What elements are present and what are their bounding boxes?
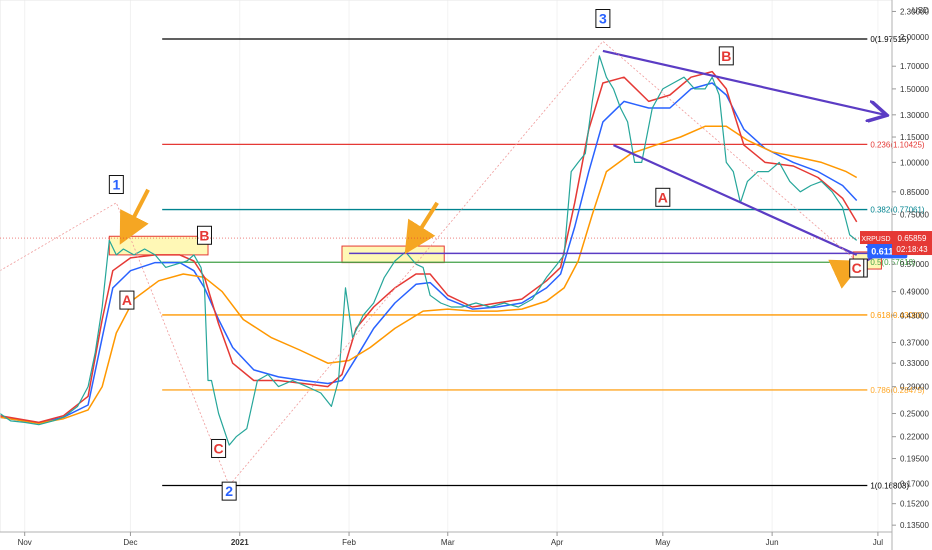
y-tick-label: 0.57000 bbox=[900, 260, 929, 269]
wave-labels: 1234ABCABC bbox=[108, 9, 868, 501]
fib-level-label: 0.236(1.10425) bbox=[870, 140, 925, 149]
lower-trendline bbox=[613, 144, 858, 256]
y-tick-label: 0.33000 bbox=[900, 359, 929, 368]
y-tick-label: 0.17000 bbox=[900, 479, 929, 488]
upper-trendline bbox=[602, 49, 885, 115]
plot-frame bbox=[0, 0, 893, 533]
y-tick-label: 0.13500 bbox=[900, 521, 929, 530]
support-zone bbox=[108, 235, 209, 256]
x-tick-label: Jul bbox=[873, 538, 883, 547]
y-tick-label: 1.70000 bbox=[900, 62, 929, 71]
fib-level-label: 1(0.16803) bbox=[870, 482, 909, 491]
y-tick-label: 0.19500 bbox=[900, 455, 929, 464]
series-line bbox=[0, 70, 858, 424]
wave-label: 3 bbox=[599, 11, 607, 27]
wave-label-box bbox=[595, 9, 611, 29]
x-tick-label: Apr bbox=[551, 538, 564, 547]
x-tick-label: Mar bbox=[441, 538, 455, 547]
series-line bbox=[0, 125, 858, 424]
y-tick-label: 0.37000 bbox=[900, 338, 929, 347]
wave-label: A bbox=[658, 189, 668, 205]
attention-arrow bbox=[119, 188, 150, 245]
wave-label: 1 bbox=[112, 177, 120, 193]
series-line bbox=[0, 55, 858, 446]
trend-drawings bbox=[0, 40, 885, 487]
last-price-label: 0.65859 bbox=[898, 234, 927, 243]
wave-label: B bbox=[199, 227, 209, 243]
fibonacci-levels: 0(1.97515) 0.236(1.10425) 0.382(0.77061) 0.… bbox=[162, 35, 925, 491]
y-tick-label: 1.15000 bbox=[900, 133, 929, 142]
y-tick-label: 0.29000 bbox=[900, 383, 929, 392]
wave-label: C bbox=[852, 260, 862, 276]
currency-label: USD bbox=[912, 6, 929, 15]
wave-label-box bbox=[849, 258, 865, 278]
wave-label: B bbox=[721, 48, 731, 64]
y-tick-label: 0.22000 bbox=[900, 433, 929, 442]
symbol-label: XRPUSD bbox=[861, 236, 890, 243]
x-tick-label: Jun bbox=[766, 538, 779, 547]
fib-level-label: 0.618(0.43080) bbox=[870, 311, 925, 320]
wave-label-box bbox=[196, 225, 212, 245]
wave-label: A bbox=[122, 292, 132, 308]
y-tick-label: 1.50000 bbox=[900, 85, 929, 94]
fib-level-label: 0.382(0.77061) bbox=[870, 206, 925, 215]
y-tick-label: 0.49000 bbox=[900, 288, 929, 297]
countdown-label: 02:18:43 bbox=[896, 245, 928, 254]
fib-level-label: 0.786(0.28475) bbox=[870, 386, 925, 395]
wave-label-box bbox=[119, 290, 135, 310]
x-tick-label: May bbox=[655, 538, 670, 547]
y-tick-label: 0.85000 bbox=[900, 188, 929, 197]
highlight-zones bbox=[108, 235, 882, 270]
series bbox=[0, 55, 858, 446]
y-tick-label: 0.15200 bbox=[900, 500, 929, 509]
wave-label-box bbox=[221, 481, 237, 501]
wave-label-box bbox=[718, 46, 734, 66]
wave-label-box bbox=[108, 175, 124, 195]
y-tick-label: 0.75000 bbox=[900, 210, 929, 219]
wave-label-box bbox=[655, 187, 671, 207]
wave-path bbox=[0, 40, 861, 487]
x-tick-label: Dec bbox=[123, 538, 137, 547]
last-price-tag bbox=[892, 231, 932, 256]
wave-label-box bbox=[211, 438, 227, 458]
fib-level-label: 0(1.97515) bbox=[870, 35, 909, 44]
y-tick-label: 1.30000 bbox=[900, 111, 929, 120]
y-tick-label: 2.00000 bbox=[900, 33, 929, 42]
y-tick-label: 0.25000 bbox=[900, 410, 929, 419]
symbol-tag bbox=[860, 231, 892, 245]
marker-price-label: 0.61176 bbox=[871, 246, 903, 256]
wave-label: 2 bbox=[225, 483, 233, 499]
grid bbox=[24, 0, 879, 532]
wave-label: C bbox=[214, 440, 224, 456]
attention-arrow bbox=[404, 201, 439, 255]
y-tick-label: 0.43000 bbox=[900, 311, 929, 320]
y-tick-label: 1.00000 bbox=[900, 158, 929, 167]
x-tick-label: Feb bbox=[342, 538, 356, 547]
x-tick-label: 2021 bbox=[231, 538, 249, 547]
fib-level-label: 0.5(0.57618) bbox=[870, 258, 916, 267]
x-tick-label: Nov bbox=[18, 538, 32, 547]
y-tick-label: 2.30000 bbox=[900, 7, 929, 16]
